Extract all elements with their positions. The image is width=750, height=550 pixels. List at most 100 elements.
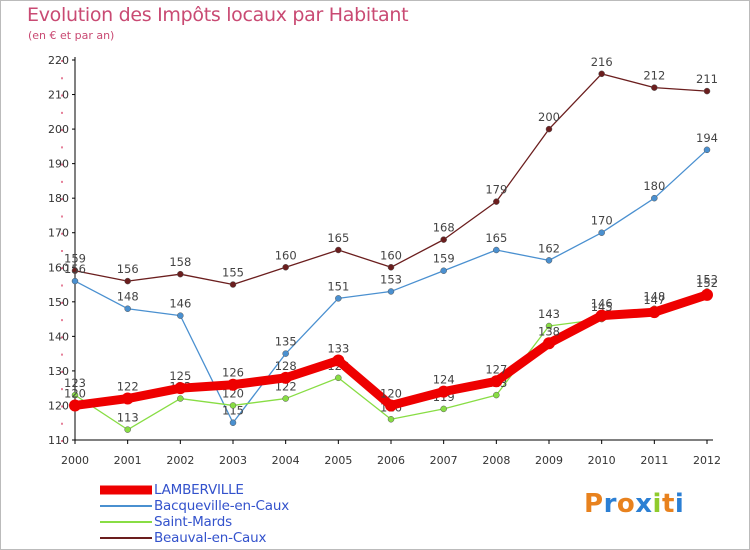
- data-label-bacqueville-en-caux: 135: [275, 335, 297, 349]
- data-point-bacqueville-en-caux: [703, 146, 711, 154]
- data-label-bacqueville-en-caux: 162: [538, 241, 560, 255]
- data-label-beauval-en-caux: 179: [485, 183, 507, 197]
- data-label-beauval-en-caux: 158: [169, 255, 191, 269]
- data-point-lamberville: [332, 354, 345, 367]
- data-point-beauval-en-caux: [335, 246, 342, 254]
- data-point-bacqueville-en-caux: [493, 246, 500, 254]
- logo-letter: r: [603, 489, 617, 519]
- data-label-bacqueville-en-caux: 165: [485, 231, 507, 245]
- data-label-lamberville: 138: [538, 324, 560, 338]
- data-label-saint-mards: 120: [222, 386, 244, 400]
- y-tick-label: 180: [48, 192, 69, 205]
- chart-subtitle: (en € et par an): [28, 29, 115, 42]
- data-label-bacqueville-en-caux: 146: [169, 297, 191, 311]
- data-point-lamberville: [595, 309, 608, 322]
- data-point-beauval-en-caux: [545, 125, 553, 133]
- x-tick-label: 2005: [324, 454, 352, 467]
- data-label-beauval-en-caux: 168: [433, 221, 455, 235]
- data-point-saint-mards: [282, 395, 289, 402]
- data-point-bacqueville-en-caux: [124, 305, 131, 312]
- y-tick-label: 150: [48, 296, 69, 309]
- x-tick-label: 2002: [166, 454, 194, 467]
- data-label-lamberville: 147: [643, 293, 665, 307]
- data-point-saint-mards: [440, 405, 447, 413]
- data-label-lamberville: 120: [380, 386, 402, 400]
- x-tick-label: 2004: [272, 454, 300, 467]
- legend-label-lamberville: LAMBERVILLE: [154, 482, 244, 498]
- data-point-lamberville: [227, 378, 239, 391]
- data-label-bacqueville-en-caux: 115: [222, 404, 244, 418]
- y-tick-label: 140: [48, 330, 69, 343]
- data-label-saint-mards: 143: [538, 307, 560, 321]
- data-point-bacqueville-en-caux: [177, 312, 184, 319]
- data-label-saint-mards: 145: [591, 300, 613, 314]
- data-label-beauval-en-caux: 156: [117, 262, 139, 276]
- data-point-lamberville: [174, 382, 187, 395]
- y-tick-label: 190: [48, 158, 69, 171]
- logo-letter: t: [661, 489, 675, 519]
- data-label-bacqueville-en-caux: 148: [117, 290, 139, 304]
- data-point-lamberville: [437, 385, 450, 398]
- y-tick-label: 200: [48, 123, 69, 136]
- data-label-bacqueville-en-caux: 170: [591, 214, 613, 228]
- data-point-beauval-en-caux: [71, 267, 79, 274]
- legend-swatch-bacqueville-en-caux: [100, 505, 152, 507]
- x-tick-label: 2011: [640, 454, 668, 467]
- data-point-bacqueville-en-caux: [651, 194, 658, 202]
- x-tick-label: 2009: [535, 454, 563, 467]
- y-tick-label: 210: [48, 89, 69, 102]
- y-tick-label: 160: [48, 261, 69, 274]
- data-point-lamberville: [279, 371, 292, 384]
- data-label-bacqueville-en-caux: 153: [380, 272, 402, 286]
- data-point-bacqueville-en-caux: [545, 257, 553, 264]
- data-point-saint-mards: [177, 395, 184, 402]
- data-label-saint-mards: 148: [643, 290, 665, 304]
- y-tick-label: 170: [48, 227, 69, 240]
- data-label-lamberville: 152: [696, 276, 718, 290]
- data-label-saint-mards: 123: [64, 376, 86, 390]
- data-label-lamberville: 133: [327, 342, 349, 356]
- data-label-bacqueville-en-caux: 159: [433, 252, 455, 266]
- data-point-beauval-en-caux: [598, 70, 605, 78]
- data-point-lamberville: [543, 337, 555, 350]
- data-point-saint-mards: [335, 374, 342, 382]
- data-point-lamberville: [648, 306, 661, 319]
- data-label-bacqueville-en-caux: 156: [64, 262, 86, 276]
- y-tick-label: 130: [48, 365, 69, 378]
- data-label-lamberville: 122: [117, 380, 139, 394]
- data-label-beauval-en-caux: 160: [275, 248, 297, 262]
- data-point-beauval-en-caux: [124, 277, 131, 285]
- logo-letter: o: [616, 489, 636, 519]
- data-point-beauval-en-caux: [703, 87, 711, 95]
- data-label-saint-mards: 113: [117, 411, 139, 425]
- data-point-beauval-en-caux: [282, 264, 289, 271]
- x-tick-label: 2010: [588, 454, 616, 467]
- data-label-beauval-en-caux: 165: [327, 231, 349, 245]
- data-point-beauval-en-caux: [229, 281, 237, 288]
- data-point-beauval-en-caux: [651, 84, 658, 91]
- data-point-beauval-en-caux: [387, 264, 395, 271]
- data-label-beauval-en-caux: 159: [64, 252, 86, 266]
- data-point-saint-mards: [545, 322, 553, 330]
- proxiti-logo: Proxiti: [584, 489, 684, 519]
- data-point-lamberville: [701, 288, 713, 301]
- x-tick-label: 2003: [219, 454, 247, 467]
- data-label-beauval-en-caux: 211: [696, 72, 718, 86]
- data-label-lamberville: 128: [275, 359, 297, 373]
- data-point-saint-mards: [229, 402, 237, 409]
- data-point-lamberville: [490, 375, 503, 388]
- data-point-bacqueville-en-caux: [440, 267, 447, 274]
- data-point-bacqueville-en-caux: [598, 229, 605, 236]
- legend-swatch-saint-mards: [100, 521, 152, 523]
- data-label-lamberville: 125: [169, 369, 191, 383]
- logo-letter: P: [584, 489, 604, 519]
- data-point-saint-mards: [493, 391, 500, 399]
- legend-label-saint-mards: Saint-Mards: [154, 514, 232, 530]
- data-label-lamberville: 124: [433, 373, 455, 387]
- data-point-beauval-en-caux: [177, 270, 184, 278]
- data-point-lamberville: [69, 399, 81, 412]
- logo-letter: i: [674, 489, 685, 519]
- data-label-beauval-en-caux: 216: [591, 55, 613, 69]
